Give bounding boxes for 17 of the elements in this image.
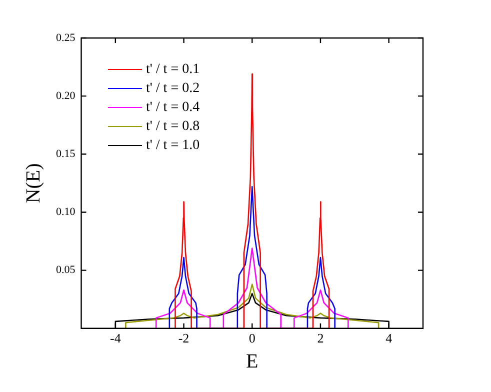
y-tick-label: 0.10: [56, 206, 76, 218]
y-tick-label: 0.05: [56, 264, 76, 276]
x-tick-label: 4: [386, 330, 393, 346]
y-tick-label: 0.20: [56, 90, 76, 102]
y-axis-title: N(E): [22, 163, 44, 204]
y-tick-label: 0.15: [56, 148, 76, 160]
y-tick-label: 0.25: [56, 32, 76, 44]
x-tick-label: -4: [110, 330, 122, 346]
legend-label: t' / t = 0.8: [146, 118, 200, 136]
legend-label: t' / t = 0.4: [146, 99, 200, 117]
x-tick-label: 0: [248, 330, 256, 346]
x-tick-label: 2: [317, 330, 324, 346]
legend-label: t' / t = 1.0: [146, 137, 200, 155]
x-axis-title: E: [246, 350, 258, 372]
x-tick-label: -2: [178, 330, 190, 346]
legend-label: t' / t = 0.1: [146, 61, 200, 79]
legend-label: t' / t = 0.2: [146, 80, 200, 98]
